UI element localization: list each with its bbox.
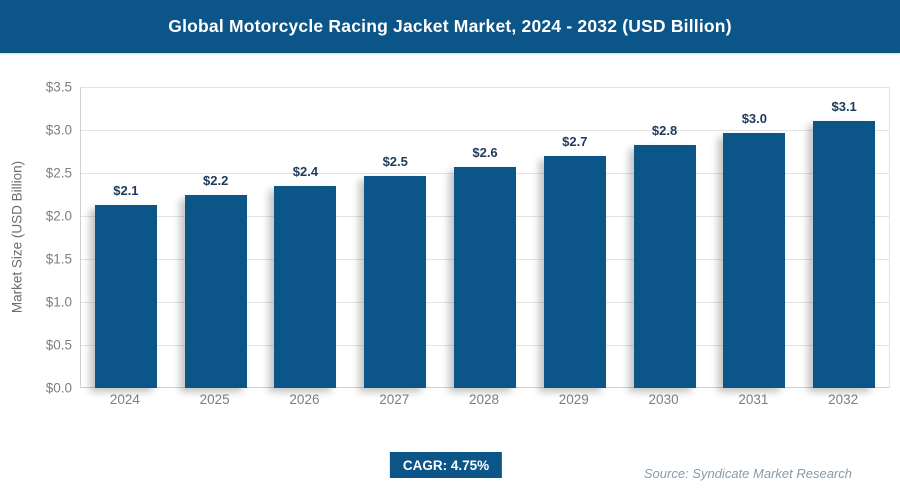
bar-column-2032: $3.1 <box>799 87 889 388</box>
y-tick-label: $1.0 <box>45 294 72 310</box>
x-tick-label-2024: 2024 <box>109 392 140 407</box>
gridline <box>81 130 889 131</box>
gridline <box>81 87 889 88</box>
bar-2029 <box>543 156 606 388</box>
bar-column-2029: $2.7 <box>530 87 620 388</box>
source-text: Source: Syndicate Market Research <box>643 466 852 481</box>
bar-value-label: $3.1 <box>831 99 857 114</box>
cagr-badge: CAGR: 4.75% <box>389 452 503 478</box>
y-tick-label: $1.5 <box>45 251 72 267</box>
bar-2031 <box>723 133 786 388</box>
bar-column-2031: $3.0 <box>709 87 799 388</box>
bar-value-label: $2.4 <box>292 164 319 179</box>
x-tick-label-2029: 2029 <box>558 392 589 407</box>
x-tick-label-2025: 2025 <box>199 392 230 407</box>
bar-2026 <box>274 186 337 388</box>
x-tick-label-2031: 2031 <box>738 392 769 407</box>
x-axis-labels: 2024 2025 2026 2027 2028 2029 2030 2031 2032 <box>80 392 888 407</box>
bar-2024 <box>94 205 157 388</box>
bar-value-label: $2.5 <box>382 154 408 169</box>
bar-value-label: $3.0 <box>741 111 768 126</box>
y-tick-label: $0.0 <box>45 380 72 396</box>
bar-column-2026: $2.4 <box>261 87 351 388</box>
bar-value-label: $2.7 <box>562 134 588 149</box>
plot-area: $2.1 $2.2 $2.4 $2.5 $2.6 $2.7 $2.8 $3.0 $3.1 $3.… <box>46 80 890 396</box>
bar-2030 <box>633 145 696 388</box>
x-tick-label-2032: 2032 <box>828 392 859 407</box>
bar-column-2027: $2.5 <box>350 87 440 388</box>
bar-value-label: $2.8 <box>651 123 678 138</box>
bar-2032 <box>813 121 876 388</box>
bar-value-label: $2.1 <box>113 183 139 198</box>
y-tick-label: $2.5 <box>45 165 72 181</box>
x-tick-label-2026: 2026 <box>289 392 320 407</box>
bar-column-2025: $2.2 <box>171 87 261 388</box>
chart-title: Global Motorcycle Racing Jacket Market, … <box>168 16 732 36</box>
y-tick-label: $3.0 <box>45 122 72 138</box>
y-tick-label: $3.5 <box>45 79 72 95</box>
bars-row: $2.1 $2.2 $2.4 $2.5 $2.6 $2.7 $2.8 $3.0 $3.1 <box>81 87 889 388</box>
bar-column-2030: $2.8 <box>620 87 710 388</box>
x-tick-label-2030: 2030 <box>648 392 679 407</box>
bar-2027 <box>364 176 427 388</box>
bar-value-label: $2.6 <box>472 145 498 160</box>
bar-column-2028: $2.6 <box>440 87 530 388</box>
chart-title-bar: Global Motorcycle Racing Jacket Market, … <box>0 0 900 53</box>
x-tick-label-2027: 2027 <box>379 392 410 407</box>
bar-2025 <box>184 195 247 388</box>
y-axis-title: Market Size (USD Billion) <box>9 160 25 314</box>
y-tick-label: $2.0 <box>45 208 72 224</box>
bar-2028 <box>454 167 517 388</box>
bar-value-label: $2.2 <box>203 173 229 188</box>
bar-column-2024: $2.1 <box>81 87 171 388</box>
x-tick-label-2028: 2028 <box>468 392 500 407</box>
y-tick-label: $0.5 <box>45 337 72 353</box>
